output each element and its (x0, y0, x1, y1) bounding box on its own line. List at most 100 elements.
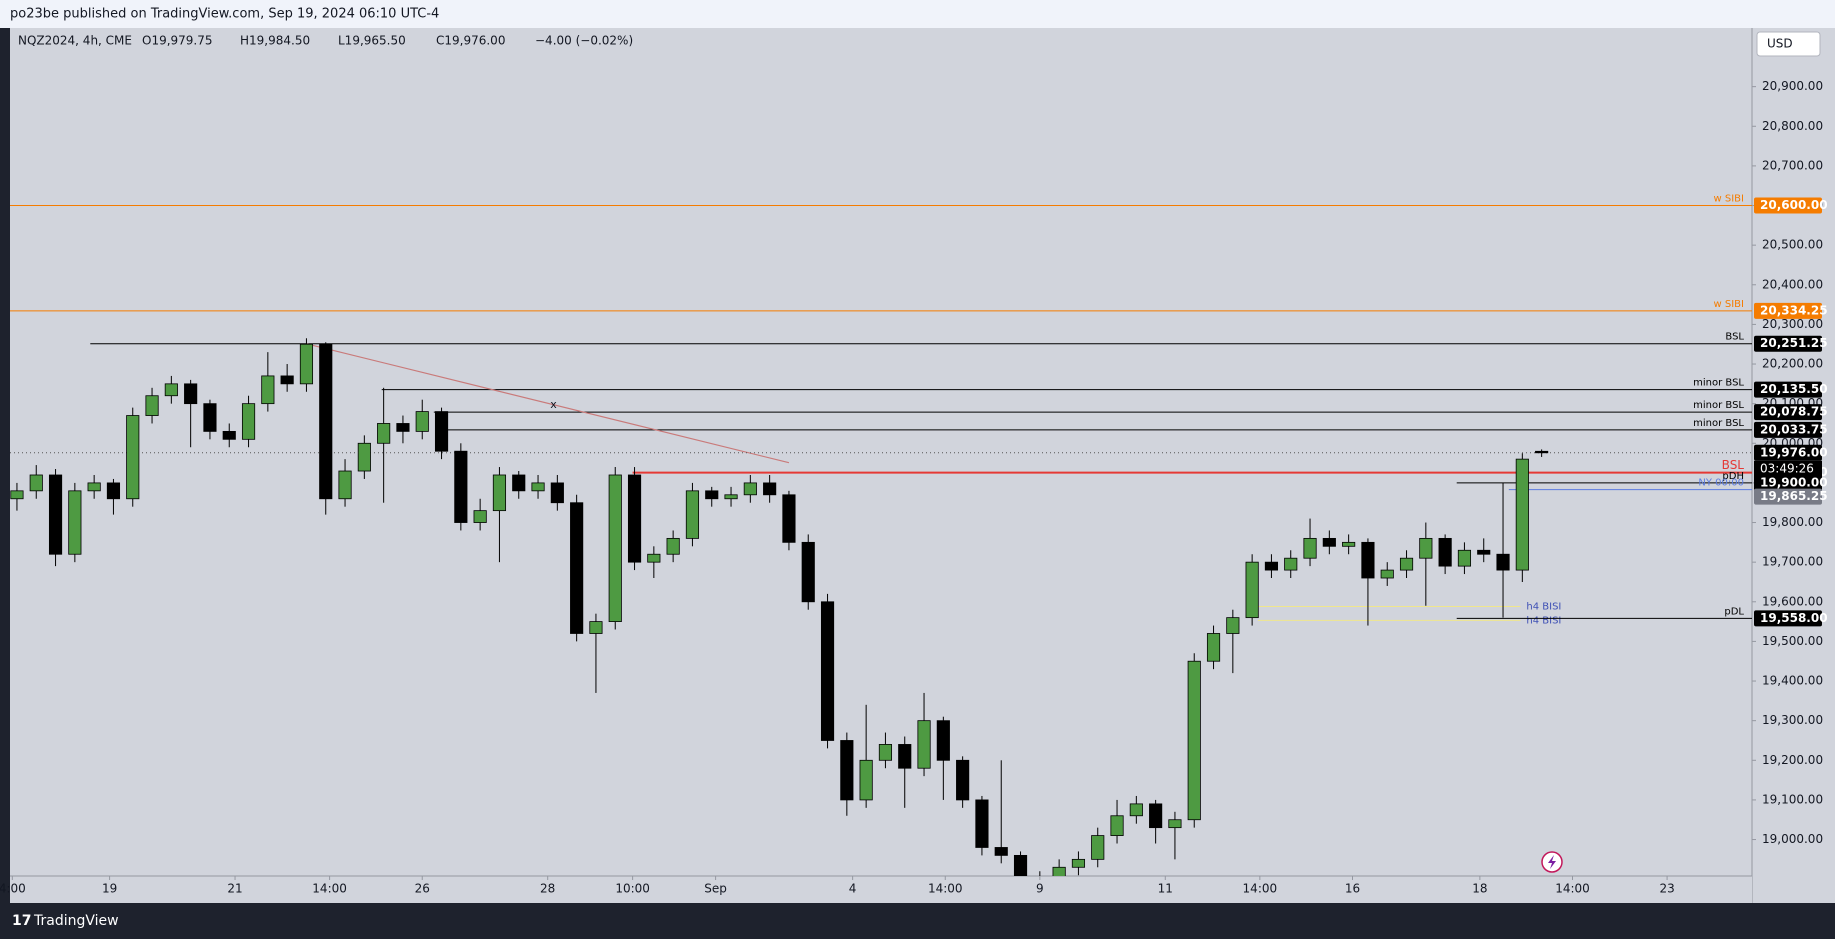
level-name: minor BSL (1693, 400, 1744, 411)
level-name: pDL (1724, 606, 1744, 617)
level-name: h4 BISI (1526, 602, 1561, 613)
ohlc-close: C19,976.00 (436, 34, 505, 48)
level-name: BSL (1725, 332, 1744, 343)
candle-body (10, 490, 24, 500)
candle-body (1187, 660, 1201, 821)
annotation: x (550, 398, 557, 411)
x-tick-label: 18 (1472, 882, 1487, 896)
candle-body (975, 799, 989, 848)
legend: NQZ2024, 4h, CME O19,979.75 H19,984.50 L… (18, 34, 633, 48)
y-tick-label: 20,800.00 (1762, 119, 1823, 133)
price-badge-label: 20,033.75 (1760, 422, 1828, 436)
y-tick-label: 19,400.00 (1762, 674, 1823, 688)
price-badge (1754, 488, 1822, 505)
candle-body (357, 442, 371, 472)
candle-body (1264, 561, 1279, 571)
price-badge (1754, 444, 1822, 461)
candles (10, 338, 1549, 876)
candle-body (1419, 537, 1433, 559)
ohlc-low: L19,965.50 (338, 34, 406, 48)
brand: TradingView (33, 913, 119, 929)
candle-body (1226, 617, 1240, 634)
candle-body (338, 470, 352, 500)
top-bar (0, 0, 1835, 28)
candle-body (164, 383, 178, 397)
candle-body (1342, 541, 1356, 547)
level-name: BSL (1722, 458, 1745, 472)
x-tick-label: 14:00 (1555, 882, 1590, 896)
candle-body (1206, 633, 1221, 662)
candle-body (280, 375, 294, 385)
x-tick-label: 9 (1036, 882, 1044, 896)
price-badge (1754, 335, 1822, 352)
candle-body (454, 450, 468, 523)
x-tick-label: 4 (849, 882, 857, 896)
candle-body (994, 847, 1008, 856)
candle-body (936, 720, 950, 761)
candle-body (222, 430, 236, 440)
candle-body (801, 541, 815, 603)
price-badge-label: 20,600.00 (1760, 198, 1828, 212)
candle-body (1438, 537, 1452, 567)
level-name: NY 00:00 (1698, 478, 1744, 489)
candle-body (724, 494, 738, 500)
candle-body (840, 740, 854, 801)
candle-body (1284, 557, 1298, 571)
candle-body (1399, 557, 1414, 571)
y-tick-label: 19,300.00 (1762, 713, 1823, 727)
candle-body (956, 759, 970, 801)
candle-body (1322, 537, 1336, 547)
trend-line (306, 343, 790, 464)
bottom-bar (0, 903, 1835, 939)
candle-body (878, 744, 893, 761)
candle-body (145, 395, 159, 416)
x-tick-label: 14:00 (928, 882, 963, 896)
y-tick-label: 19,700.00 (1762, 555, 1823, 569)
level-name: minor BSL (1693, 418, 1744, 429)
y-tick-label: 19,500.00 (1762, 634, 1823, 648)
publish-info: po23be published on TradingView.com, Sep… (10, 7, 439, 22)
change: −4.00 (−0.02%) (535, 34, 633, 48)
candle-body (550, 482, 564, 504)
candle-body (705, 490, 719, 500)
countdown-bg (1754, 460, 1822, 477)
candle-body (1515, 458, 1529, 571)
candle-body (184, 383, 198, 405)
candle-body (666, 537, 680, 555)
currency-button[interactable] (1756, 31, 1821, 57)
brand-logo: 17 (12, 913, 31, 929)
x-tick-label: 4:00 (0, 882, 26, 896)
x-tick-label: 14:00 (312, 882, 347, 896)
ohlc-high: H19,984.50 (240, 34, 310, 48)
replay-icon[interactable] (1541, 851, 1563, 873)
price-badge-label: 19,976.00 (1760, 445, 1828, 459)
level-name: minor BSL (1693, 378, 1744, 389)
candle-body (627, 474, 642, 563)
ohlc-open: O19,979.75 (142, 34, 213, 48)
x-tick-label: 28 (540, 882, 555, 896)
price-badge (1754, 421, 1822, 438)
y-tick-label: 19,000.00 (1762, 832, 1823, 846)
candle-body (87, 482, 101, 492)
candle-body (1168, 819, 1182, 829)
candle-body (1496, 553, 1510, 571)
level-name: w SIBI (1714, 194, 1744, 205)
candle-body (1149, 803, 1163, 829)
candle-body (820, 601, 835, 741)
y-tick-label: 19,100.00 (1762, 792, 1823, 806)
price-badge (1754, 404, 1822, 421)
price-badge (1754, 197, 1822, 214)
candle-body (299, 343, 314, 385)
price-badge-label: 20,135.50 (1760, 382, 1828, 396)
candle-body (917, 720, 931, 769)
y-tick-label: 20,300.00 (1762, 317, 1823, 331)
candle-body (1535, 450, 1549, 454)
candle-body (1380, 569, 1394, 579)
candle-body (126, 415, 140, 500)
x-tick-label: 14:00 (1243, 882, 1278, 896)
candle-body (261, 375, 275, 405)
price-badge-label: 19,865.25 (1760, 489, 1828, 503)
candle-body (1303, 537, 1317, 559)
candle-body (241, 403, 256, 440)
